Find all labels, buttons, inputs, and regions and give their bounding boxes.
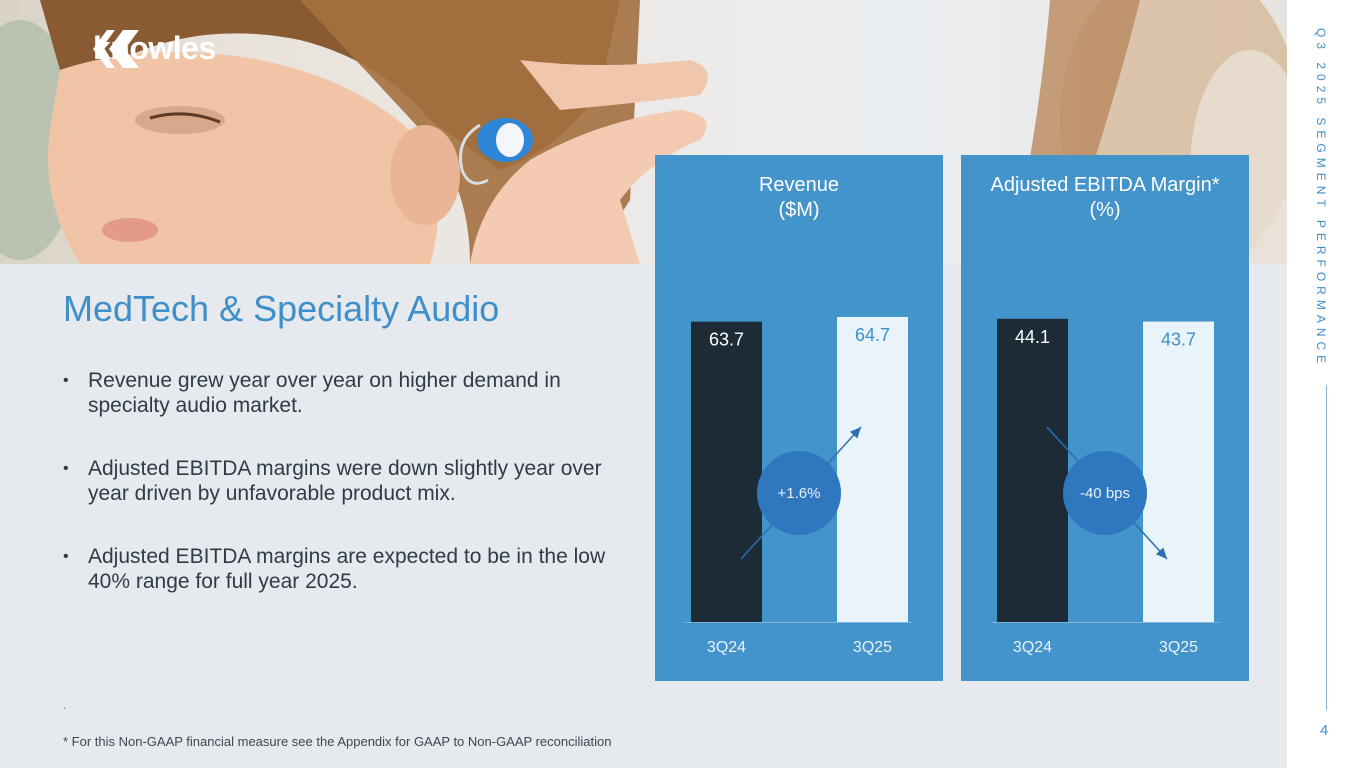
bar [997, 318, 1068, 622]
chart-title: Adjusted EBITDA Margin* (%) [961, 173, 1249, 223]
ebitda-margin-chart-panel: Adjusted EBITDA Margin* (%) 44.1 3Q24 43.7… [961, 155, 1249, 681]
chart-title: Revenue ($M) [655, 173, 943, 223]
footnote: * For this Non-GAAP financial measure se… [63, 734, 612, 749]
dot-mark: . [63, 700, 67, 712]
change-label: -40 bps [1080, 485, 1130, 502]
x-tick-label: 3Q24 [707, 639, 746, 656]
change-bubble [1063, 451, 1147, 535]
revenue-chart: 63.7 3Q24 64.7 3Q25 +1.6% [685, 316, 913, 656]
page-title: MedTech & Specialty Audio [63, 288, 500, 329]
chart-title-line: Revenue [758, 174, 840, 196]
revenue-chart-panel: Revenue ($M) 63.7 3Q24 64.7 3Q25 +1.6% [655, 155, 943, 681]
x-tick-label: 3Q25 [1159, 639, 1198, 656]
bar [691, 321, 762, 622]
x-tick-label: 3Q24 [1013, 639, 1052, 656]
section-title: Q3 2025 SEGMENT PERFORMANCE [1314, 28, 1328, 369]
sidebar-divider [1326, 385, 1327, 710]
data-label: 44.1 [1015, 327, 1050, 347]
bullet-item: Adjusted EBITDA margins are expected to … [63, 544, 633, 594]
data-label: 64.7 [855, 325, 890, 345]
x-tick-label: 3Q25 [853, 639, 892, 656]
data-label: 63.7 [709, 330, 744, 350]
trend-arrow-head-icon [1155, 547, 1167, 559]
hero-photo: knowles [0, 0, 1287, 264]
page-number: 4 [1320, 722, 1329, 739]
bar [1143, 321, 1214, 622]
data-label: 43.7 [1161, 330, 1196, 350]
bullet-list: Revenue grew year over year on higher de… [63, 368, 633, 632]
bar [837, 316, 908, 622]
bullet-item: Revenue grew year over year on higher de… [63, 368, 633, 418]
hero-illustration [0, 0, 1287, 264]
trend-arrow-head-icon [849, 427, 861, 439]
chart-title-line: (%) [1089, 199, 1121, 221]
chart-title-line: Adjusted EBITDA Margin* [990, 174, 1220, 196]
change-bubble [757, 451, 841, 535]
knowles-logo-mark-icon [93, 30, 139, 68]
chart-title-line: ($M) [778, 199, 820, 221]
bullet-item: Adjusted EBITDA margins were down slight… [63, 456, 633, 506]
knowles-logo: knowles [93, 30, 216, 68]
ebitda-margin-chart: 44.1 3Q24 43.7 3Q25 -40 bps [991, 318, 1219, 656]
change-label: +1.6% [778, 485, 821, 502]
